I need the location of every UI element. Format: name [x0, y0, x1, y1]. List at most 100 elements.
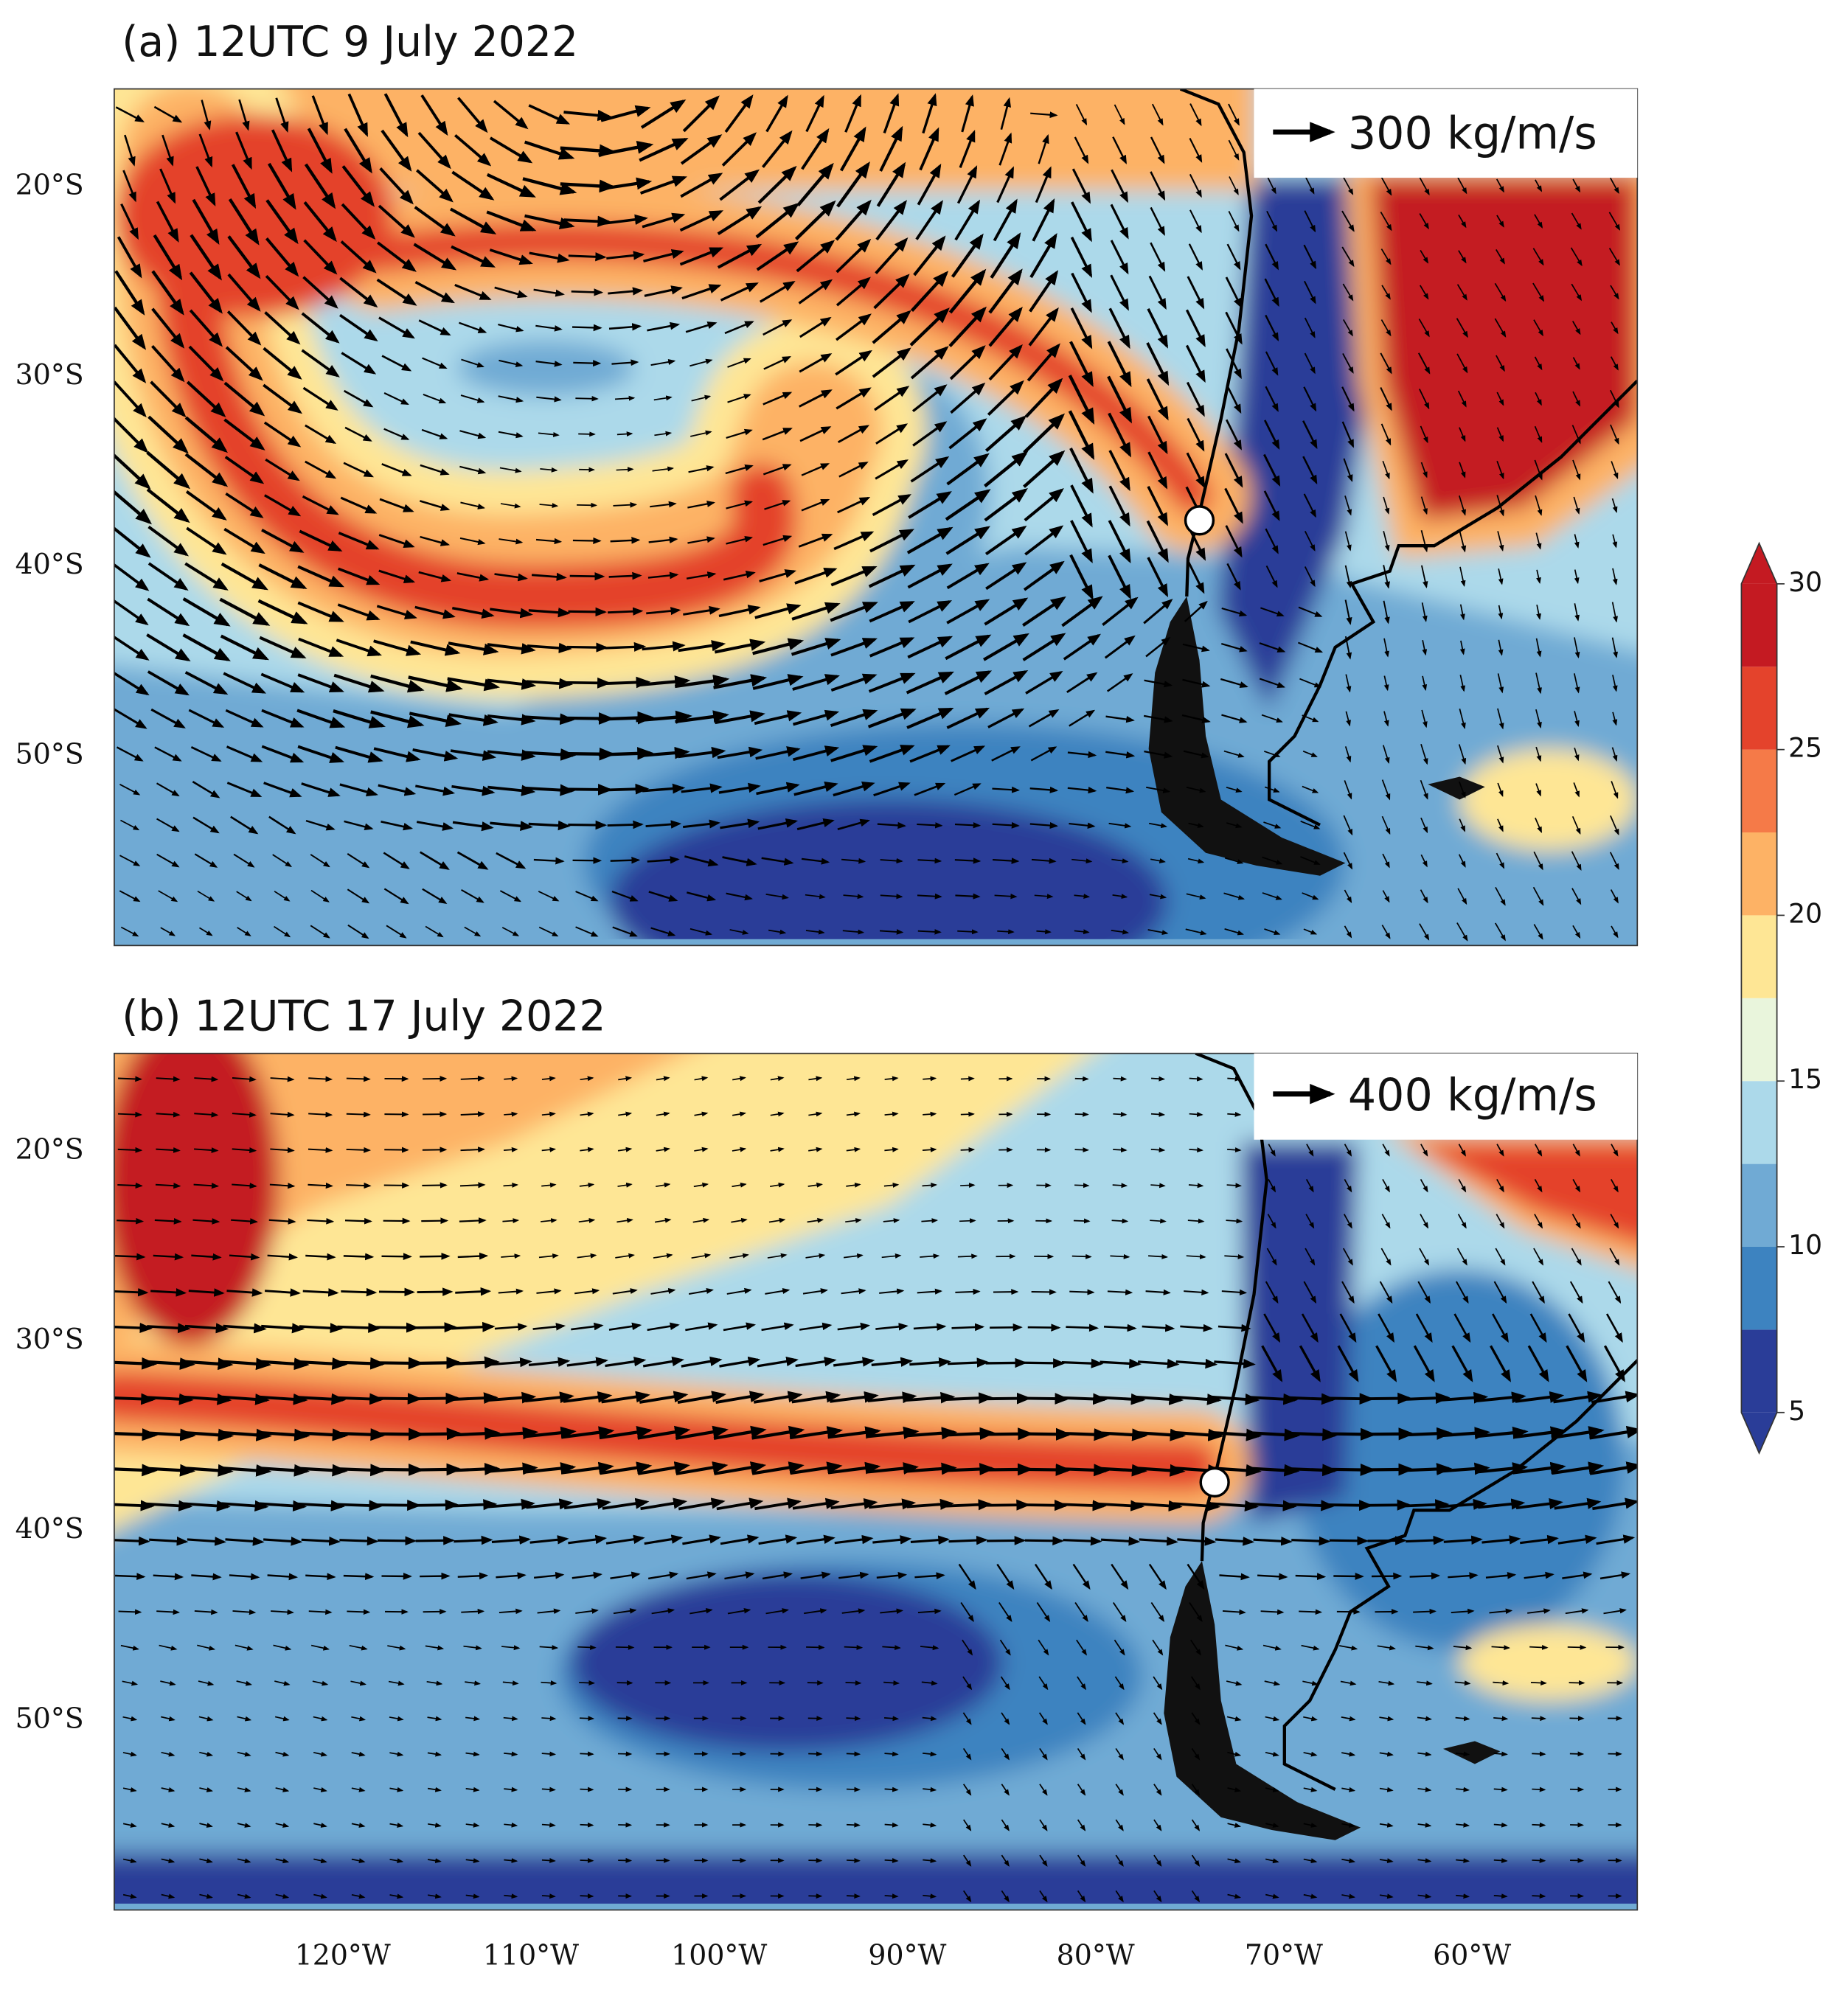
wind-arrow	[451, 606, 495, 619]
wind-arrow	[373, 639, 422, 656]
lon-label: 110°W	[483, 1938, 579, 1971]
wind-arrow	[982, 1499, 1031, 1511]
wind-arrow	[1497, 708, 1504, 730]
wind-arrow	[654, 431, 673, 436]
wind-arrow	[1303, 244, 1316, 270]
wind-arrow	[339, 313, 378, 342]
wind-arrow	[226, 745, 263, 762]
wind-arrow	[220, 634, 270, 661]
wind-arrow	[610, 537, 641, 544]
wind-arrow	[872, 494, 911, 517]
wind-arrow	[1422, 640, 1428, 656]
wind-arrow	[1150, 206, 1165, 236]
wind-arrow	[755, 746, 801, 760]
wind-arrow	[1344, 599, 1352, 625]
wind-arrow	[988, 306, 1023, 347]
wind-arrow	[378, 569, 416, 584]
wind-arrow	[872, 310, 911, 344]
map-field	[114, 1053, 1638, 1910]
wind-arrow	[409, 712, 462, 728]
wind-arrow	[1108, 554, 1131, 600]
wind-arrow	[830, 602, 878, 622]
lon-label: 100°W	[671, 1938, 767, 1971]
wind-arrow	[1571, 425, 1581, 445]
wind-arrow	[1189, 138, 1203, 163]
wind-arrow	[499, 538, 524, 545]
wind-arrow	[792, 674, 840, 691]
wind-arrow	[302, 276, 338, 309]
wind-arrow	[450, 749, 497, 761]
wind-arrow	[830, 745, 878, 762]
wind-arrow	[1029, 232, 1057, 279]
wind-arrow	[636, 710, 692, 724]
wind-arrow	[1574, 637, 1580, 659]
wind-arrow	[114, 672, 150, 696]
wind-arrow	[1420, 496, 1428, 515]
wind-arrow	[1344, 495, 1352, 516]
wind-arrow	[1187, 560, 1205, 594]
wind-arrow	[1189, 1076, 1203, 1082]
wind-arrow	[1304, 566, 1316, 588]
reference-label: 400 kg/m/s	[1348, 1070, 1597, 1121]
wind-arrow	[985, 562, 1027, 591]
wind-arrow	[1422, 675, 1428, 692]
wind-arrow	[1226, 348, 1242, 380]
wind-arrow	[984, 597, 1029, 626]
wind-arrow	[1459, 495, 1466, 516]
wind-arrow	[182, 597, 231, 627]
lon-label: 90°W	[868, 1938, 946, 1971]
wind-arrow	[1303, 280, 1316, 305]
wind-arrow	[793, 709, 840, 726]
colorbar-band	[1741, 583, 1777, 667]
wind-arrow	[639, 137, 689, 162]
wind-arrow	[541, 1716, 557, 1722]
wind-arrow	[1226, 384, 1242, 414]
wind-arrow	[261, 529, 305, 553]
wind-arrow	[1070, 307, 1093, 349]
wind-arrow	[1345, 674, 1352, 693]
wind-arrow	[223, 527, 265, 554]
wind-arrow	[948, 418, 987, 450]
wind-arrow	[447, 677, 501, 692]
colorbar-band	[1741, 1163, 1777, 1247]
wind-arrow	[1226, 243, 1241, 271]
wind-arrow	[1226, 563, 1241, 591]
wind-arrow	[1061, 596, 1103, 627]
wind-arrow	[1185, 309, 1206, 347]
wind-arrow	[347, 1609, 371, 1615]
wind-arrow	[1417, 352, 1431, 375]
wind-arrow	[114, 417, 149, 453]
wind-arrow	[414, 605, 456, 619]
wind-arrow	[1105, 715, 1135, 723]
wind-arrow	[296, 709, 346, 728]
wind-arrow	[1456, 353, 1468, 374]
wind-arrow	[1572, 357, 1580, 370]
wind-arrow	[647, 321, 681, 332]
wind-arrow	[114, 636, 150, 661]
wind-arrow	[945, 634, 992, 661]
wind-arrow	[487, 643, 536, 655]
wind-arrow	[1304, 530, 1316, 552]
colorbar-tick-label: 15	[1788, 1063, 1822, 1095]
wind-arrow	[1112, 1183, 1128, 1189]
wind-arrow	[868, 672, 916, 693]
wind-arrow	[450, 207, 497, 234]
wind-arrow	[499, 359, 524, 367]
wind-arrow	[1380, 248, 1392, 265]
wind-arrow	[727, 358, 751, 368]
wind-arrow	[1150, 171, 1166, 201]
wind-arrow	[1608, 248, 1620, 266]
wind-arrow	[227, 235, 261, 279]
wind-arrow	[1104, 635, 1136, 659]
wind-arrow	[494, 573, 528, 582]
wind-arrow	[1303, 386, 1317, 412]
wind-arrow	[533, 288, 565, 297]
wind-arrow	[1260, 607, 1285, 617]
wind-arrow	[423, 393, 447, 404]
wind-arrow	[679, 247, 724, 266]
wind-arrow	[1061, 1358, 1104, 1368]
wind-arrow	[1225, 419, 1242, 450]
wind-arrow	[990, 1323, 1023, 1332]
wind-arrow	[1612, 568, 1618, 585]
wind-arrow	[344, 1217, 372, 1225]
